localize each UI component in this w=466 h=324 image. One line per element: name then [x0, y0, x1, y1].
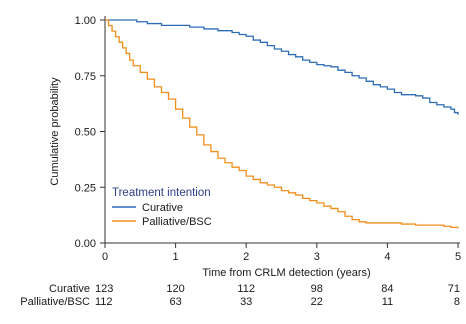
risk-count: 120	[166, 283, 184, 295]
risk-row-label: Curative	[49, 283, 90, 295]
legend-title: Treatment intention	[112, 187, 211, 199]
y-axis-title: Cumulative probability	[49, 77, 61, 186]
risk-count: 11	[382, 296, 393, 308]
risk-count: 71	[448, 283, 460, 295]
series-line-palliative-bsc	[105, 19, 459, 229]
x-tick-label: 4	[384, 251, 390, 263]
x-tick-label: 0	[102, 251, 108, 263]
risk-count: 84	[381, 283, 393, 295]
risk-count: 112	[95, 296, 113, 308]
risk-count: 8	[454, 296, 460, 308]
y-tick-label: 1.00	[75, 15, 96, 27]
legend-label: Curative	[142, 202, 183, 214]
series-line-curative	[105, 19, 459, 115]
risk-count: 22	[311, 296, 323, 308]
risk-count: 123	[95, 283, 113, 295]
risk-row-label: Palliative/BSC	[20, 296, 90, 308]
risk-count: 98	[311, 283, 323, 295]
y-tick-label: 0.00	[75, 238, 96, 250]
series-lines	[105, 19, 459, 229]
y-tick-label: 0.25	[75, 182, 96, 194]
risk-count: 33	[240, 296, 252, 308]
legend-label: Palliative/BSC	[142, 216, 212, 228]
x-axis-title: Time from CRLM detection (years)	[202, 267, 370, 279]
axes: 0.00 0.25 0.50 0.75 1.00 0 1 2 3 4 5 Time from CRLM…	[49, 15, 461, 279]
x-tick-label: 1	[173, 251, 179, 263]
y-tick-label: 0.50	[75, 127, 96, 139]
risk-count: 63	[169, 296, 181, 308]
x-tick-label: 2	[243, 251, 249, 263]
legend: Treatment intention Curative Palliative/BS…	[112, 187, 212, 228]
y-tick-label: 0.75	[75, 71, 96, 83]
risk-count: 112	[237, 283, 255, 295]
x-tick-label: 3	[314, 251, 320, 263]
x-tick-label: 5	[455, 251, 461, 263]
